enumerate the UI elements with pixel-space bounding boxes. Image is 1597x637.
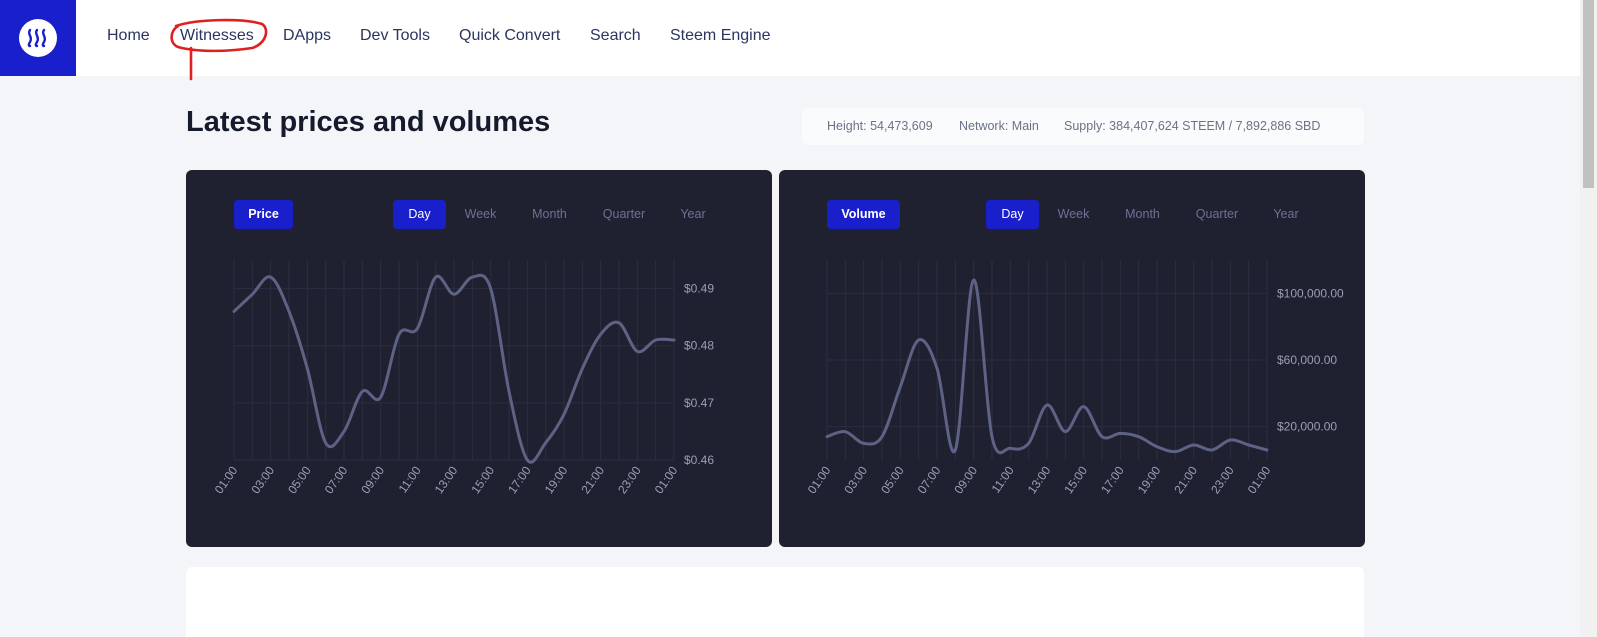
- nav-steem-engine[interactable]: Steem Engine: [670, 27, 771, 44]
- network: Network: Main: [959, 119, 1039, 133]
- price-x-tick-label: 13:00: [432, 463, 461, 496]
- steem-logo-icon: [19, 19, 57, 57]
- price-tab-week[interactable]: Week: [464, 207, 497, 221]
- scrollbar-thumb[interactable]: [1583, 0, 1594, 188]
- volume-x-tick-label: 15:00: [1061, 463, 1090, 496]
- volume-x-tick-label: 09:00: [951, 463, 980, 496]
- volume-x-tick-label: 01:00: [805, 463, 834, 496]
- price-x-tick-label: 07:00: [322, 463, 351, 496]
- volume-label-button[interactable]: Volume: [827, 200, 900, 229]
- price-x-tick-label: 19:00: [542, 463, 571, 496]
- volume-chart-panel: Volume Day Week Month Quarter Year $100,…: [779, 170, 1365, 547]
- nav-quick-convert[interactable]: Quick Convert: [459, 27, 561, 44]
- price-tab-day[interactable]: Day: [393, 200, 446, 229]
- volume-x-tick-label: 05:00: [878, 463, 907, 496]
- price-chart-panel: Price Day Week Month Quarter Year $0.49 $…: [186, 170, 772, 547]
- nav-dapps[interactable]: DApps: [283, 27, 332, 44]
- supply: Supply: 384,407,624 STEEM / 7,892,886 SB…: [1064, 119, 1321, 133]
- price-x-tick-label: 21:00: [578, 463, 607, 496]
- price-x-tick-label: 05:00: [285, 463, 314, 496]
- price-y-tick-label: $0.47: [684, 396, 714, 410]
- price-tab-month[interactable]: Month: [532, 207, 567, 221]
- volume-x-tick-label: 23:00: [1208, 463, 1237, 496]
- price-x-tick-label: 01:00: [652, 463, 681, 496]
- price-x-tick-label: 03:00: [248, 463, 277, 496]
- volume-x-tick-label: 17:00: [1098, 463, 1127, 496]
- nav-witnesses[interactable]: Witnesses: [180, 27, 254, 44]
- price-tab-quarter[interactable]: Quarter: [602, 207, 646, 221]
- price-x-tick-label: 01:00: [212, 463, 241, 496]
- price-x-tick-label: 15:00: [468, 463, 497, 496]
- nav-dev-tools[interactable]: Dev Tools: [360, 27, 430, 44]
- price-x-tick-label: 23:00: [615, 463, 644, 496]
- price-x-tick-label: 11:00: [396, 463, 424, 495]
- page-title: Latest prices and volumes: [186, 106, 551, 138]
- logo-link[interactable]: [0, 0, 76, 76]
- price-x-tick-label: 17:00: [505, 463, 534, 496]
- volume-tab-year[interactable]: Year: [1273, 207, 1299, 221]
- volume-series-line: [825, 278, 1269, 455]
- price-y-tick-label: $0.46: [684, 453, 714, 467]
- chain-stats-bar: Height: 54,473,609 Network: Main Supply:…: [802, 108, 1364, 145]
- volume-y-tick-label: $60,000.00: [1277, 353, 1337, 367]
- volume-y-tick-label: $20,000.00: [1277, 420, 1337, 434]
- volume-tab-day[interactable]: Day: [986, 200, 1039, 229]
- volume-x-tick-label: 07:00: [915, 463, 944, 496]
- volume-x-tick-label: 21:00: [1171, 463, 1200, 496]
- volume-x-tick-label: 11:00: [989, 463, 1017, 495]
- price-label-button[interactable]: Price: [234, 200, 293, 229]
- volume-tab-quarter[interactable]: Quarter: [1195, 207, 1239, 221]
- block-height: Height: 54,473,609: [827, 119, 933, 133]
- volume-y-tick-label: $100,000.00: [1277, 286, 1344, 300]
- price-series-line: [232, 273, 676, 464]
- nav-home[interactable]: Home: [107, 27, 150, 44]
- content-card: [186, 567, 1364, 637]
- volume-x-tick-label: 19:00: [1135, 463, 1164, 496]
- volume-x-tick-label: 03:00: [841, 463, 870, 496]
- price-y-tick-label: $0.49: [684, 282, 714, 296]
- price-y-tick-label: $0.48: [684, 339, 714, 353]
- price-tab-year[interactable]: Year: [680, 207, 706, 221]
- top-navbar: Home Witnesses DApps Dev Tools Quick Con…: [0, 0, 1580, 76]
- volume-tab-month[interactable]: Month: [1125, 207, 1160, 221]
- nav-search[interactable]: Search: [590, 27, 641, 44]
- volume-tab-week[interactable]: Week: [1057, 207, 1090, 221]
- volume-x-tick-label: 13:00: [1025, 463, 1054, 496]
- volume-x-tick-label: 01:00: [1245, 463, 1274, 496]
- price-x-tick-label: 09:00: [358, 463, 387, 496]
